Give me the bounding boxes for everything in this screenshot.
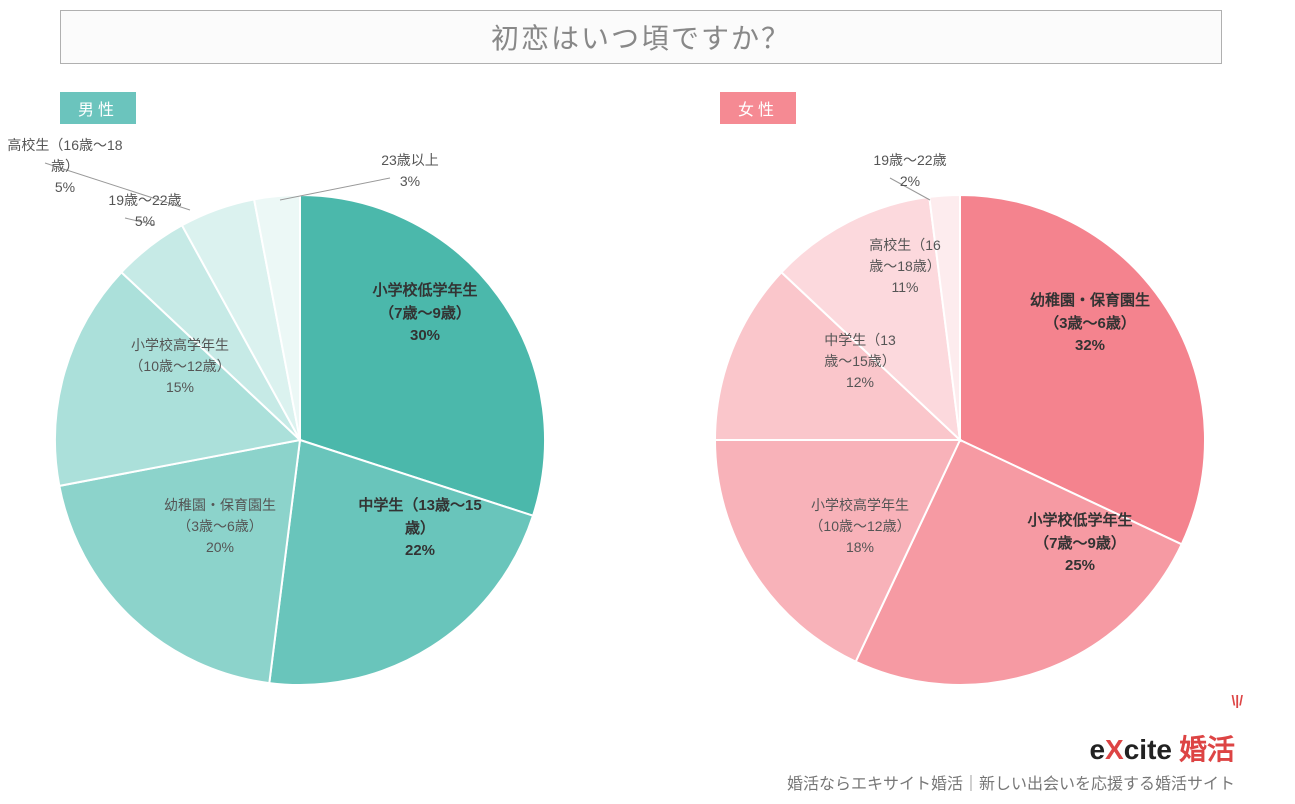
logo-x: X bbox=[1105, 734, 1124, 765]
logo-konkatsu: 婚活 bbox=[1172, 735, 1235, 766]
tagline: 婚活ならエキサイト婚活｜新しい出会いを応援する婚活サイト bbox=[787, 770, 1235, 794]
footer: \ | / eXcite 婚活 婚活ならエキサイト婚活｜新しい出会いを応援する婚… bbox=[787, 696, 1235, 794]
logo-cite: cite bbox=[1124, 734, 1172, 765]
pie-charts-svg bbox=[0, 0, 1295, 804]
logo: \ | / eXcite 婚活 bbox=[787, 696, 1235, 768]
logo-spark-icon: \ | / bbox=[1232, 692, 1241, 708]
logo-e: e bbox=[1089, 734, 1105, 765]
